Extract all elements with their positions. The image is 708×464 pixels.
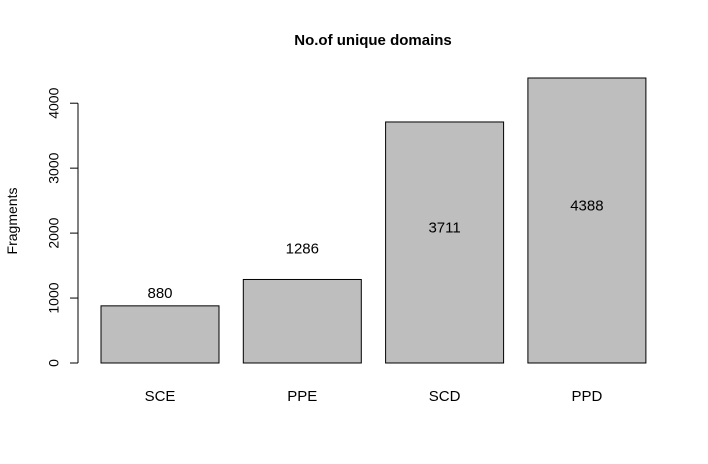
y-tick-label: 2000	[46, 217, 62, 248]
chart-title: No.of unique domains	[294, 32, 452, 49]
y-tick-label: 4000	[46, 87, 62, 118]
x-tick-label: PPD	[571, 388, 602, 405]
bar-ppd	[527, 77, 647, 364]
x-tick-label: SCD	[429, 388, 461, 405]
x-tick-label: PPE	[287, 388, 317, 405]
data-label: 3711	[428, 219, 460, 236]
data-label: 880	[147, 285, 172, 302]
bar-ppe	[242, 278, 362, 364]
data-label: 1286	[286, 240, 319, 257]
bar-scd	[385, 121, 505, 364]
y-tick-label: 1000	[46, 282, 62, 313]
category-labels: SCE PPE SCD PPD	[145, 388, 603, 405]
y-tick-label: 3000	[46, 152, 62, 183]
bars	[100, 77, 647, 364]
data-labels: 880 1286 3711 4388	[147, 198, 603, 302]
data-label: 4388	[570, 198, 603, 215]
bar-sce	[100, 305, 220, 364]
y-tick-label: 0	[46, 359, 62, 367]
y-axis-label: Fragments	[4, 188, 20, 255]
y-axis: 0 1000 2000 3000 4000	[46, 87, 79, 367]
x-tick-label: SCE	[145, 388, 176, 405]
